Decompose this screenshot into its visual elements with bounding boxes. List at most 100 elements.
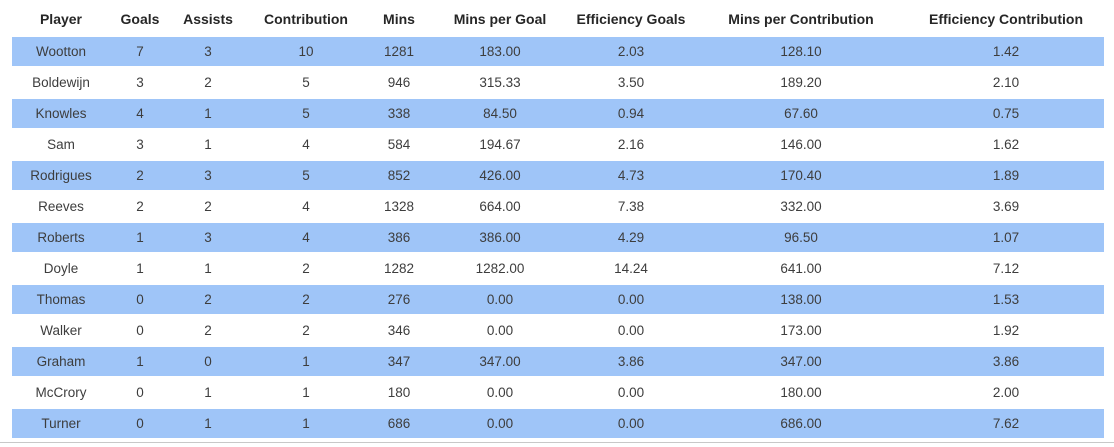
cell-contribution: 4 [246, 191, 366, 223]
cell-efficiency-goals: 0.00 [568, 315, 694, 347]
cell-player: Boldewijn [12, 67, 110, 99]
cell-assists: 1 [170, 98, 246, 130]
cell-mins-per-goal: 84.50 [432, 98, 568, 130]
table-row: Sam 3 1 4 584 194.67 2.16 146.00 1.62 [12, 129, 1104, 161]
table-row: Thomas 0 2 2 276 0.00 0.00 138.00 1.53 [12, 284, 1104, 316]
cell-contribution: 10 [246, 37, 366, 68]
cell-efficiency-contribution: 7.12 [908, 253, 1104, 285]
cell-efficiency-contribution: 1.53 [908, 284, 1104, 316]
cell-mins-per-contribution: 96.50 [694, 222, 908, 254]
cell-efficiency-contribution: 0.75 [908, 98, 1104, 130]
column-header-player: Player [12, 0, 110, 37]
cell-efficiency-contribution: 7.62 [908, 408, 1104, 440]
cell-mins-per-goal: 426.00 [432, 160, 568, 192]
cell-mins-per-contribution: 686.00 [694, 408, 908, 440]
cell-efficiency-goals: 4.29 [568, 222, 694, 254]
cell-mins-per-goal: 664.00 [432, 191, 568, 223]
cell-player: Wootton [12, 37, 110, 68]
column-header-mins-per-goal: Mins per Goal [432, 0, 568, 37]
cell-mins-per-goal: 0.00 [432, 377, 568, 409]
cell-assists: 2 [170, 315, 246, 347]
table-row: Knowles 4 1 5 338 84.50 0.94 67.60 0.75 [12, 98, 1104, 130]
cell-efficiency-goals: 0.94 [568, 98, 694, 130]
cell-contribution: 4 [246, 222, 366, 254]
cell-assists: 3 [170, 222, 246, 254]
cell-mins: 1281 [366, 37, 432, 68]
cell-player: Walker [12, 315, 110, 347]
table-row: Rodrigues 2 3 5 852 426.00 4.73 170.40 1.89 [12, 160, 1104, 192]
cell-goals: 0 [110, 284, 170, 316]
table-row: Turner 0 1 1 686 0.00 0.00 686.00 7.62 [12, 408, 1104, 440]
cell-mins: 180 [366, 377, 432, 409]
cell-efficiency-contribution: 3.86 [908, 346, 1104, 378]
table-row: Roberts 1 3 4 386 386.00 4.29 96.50 1.07 [12, 222, 1104, 254]
column-header-efficiency-contribution: Efficiency Contribution [908, 0, 1104, 37]
cell-goals: 3 [110, 67, 170, 99]
cell-assists: 1 [170, 129, 246, 161]
cell-efficiency-contribution: 1.42 [908, 37, 1104, 68]
cell-mins-per-contribution: 67.60 [694, 98, 908, 130]
cell-mins-per-contribution: 332.00 [694, 191, 908, 223]
cell-goals: 1 [110, 222, 170, 254]
table-row: McCrory 0 1 1 180 0.00 0.00 180.00 2.00 [12, 377, 1104, 409]
cell-goals: 3 [110, 129, 170, 161]
cell-player: Thomas [12, 284, 110, 316]
cell-contribution: 5 [246, 67, 366, 99]
column-header-mins: Mins [366, 0, 432, 37]
cell-assists: 1 [170, 377, 246, 409]
cell-efficiency-contribution: 3.69 [908, 191, 1104, 223]
cell-efficiency-goals: 7.38 [568, 191, 694, 223]
column-header-mins-per-contribution: Mins per Contribution [694, 0, 908, 37]
cell-goals: 4 [110, 98, 170, 130]
column-header-efficiency-goals: Efficiency Goals [568, 0, 694, 37]
cell-mins-per-contribution: 347.00 [694, 346, 908, 378]
cell-mins: 1282 [366, 253, 432, 285]
player-stats-table: Player Goals Assists Contribution Mins Mins p… [12, 0, 1104, 440]
cell-goals: 0 [110, 408, 170, 440]
cell-efficiency-goals: 0.00 [568, 284, 694, 316]
cell-assists: 2 [170, 191, 246, 223]
cell-assists: 3 [170, 160, 246, 192]
table-row: Graham 1 0 1 347 347.00 3.86 347.00 3.86 [12, 346, 1104, 378]
cell-contribution: 4 [246, 129, 366, 161]
cell-contribution: 1 [246, 377, 366, 409]
table-row: Wootton 7 3 10 1281 183.00 2.03 128.10 1.42 [12, 37, 1104, 68]
cell-contribution: 5 [246, 98, 366, 130]
cell-efficiency-goals: 2.03 [568, 37, 694, 68]
cell-mins: 276 [366, 284, 432, 316]
cell-contribution: 2 [246, 253, 366, 285]
cell-mins-per-goal: 194.67 [432, 129, 568, 161]
cell-player: Roberts [12, 222, 110, 254]
cell-goals: 0 [110, 377, 170, 409]
cell-efficiency-goals: 4.73 [568, 160, 694, 192]
cell-goals: 1 [110, 253, 170, 285]
cell-efficiency-contribution: 2.10 [908, 67, 1104, 99]
cell-efficiency-contribution: 1.92 [908, 315, 1104, 347]
cell-mins-per-goal: 315.33 [432, 67, 568, 99]
cell-mins: 1328 [366, 191, 432, 223]
table-row: Doyle 1 1 2 1282 1282.00 14.24 641.00 7.12 [12, 253, 1104, 285]
cell-goals: 1 [110, 346, 170, 378]
cell-assists: 1 [170, 408, 246, 440]
table-row: Walker 0 2 2 346 0.00 0.00 173.00 1.92 [12, 315, 1104, 347]
cell-mins: 584 [366, 129, 432, 161]
cell-mins-per-goal: 183.00 [432, 37, 568, 68]
cell-assists: 2 [170, 67, 246, 99]
table-row: Boldewijn 3 2 5 946 315.33 3.50 189.20 2.10 [12, 67, 1104, 99]
cell-player: Reeves [12, 191, 110, 223]
cell-goals: 2 [110, 160, 170, 192]
cell-player: McCrory [12, 377, 110, 409]
cell-player: Graham [12, 346, 110, 378]
column-header-assists: Assists [170, 0, 246, 37]
cell-mins: 946 [366, 67, 432, 99]
cell-efficiency-goals: 2.16 [568, 129, 694, 161]
cell-contribution: 5 [246, 160, 366, 192]
cell-contribution: 2 [246, 315, 366, 347]
cell-mins-per-contribution: 180.00 [694, 377, 908, 409]
cell-contribution: 1 [246, 408, 366, 440]
cell-assists: 3 [170, 37, 246, 68]
cell-player: Knowles [12, 98, 110, 130]
table-row: Reeves 2 2 4 1328 664.00 7.38 332.00 3.69 [12, 191, 1104, 223]
cell-mins: 347 [366, 346, 432, 378]
column-header-goals: Goals [110, 0, 170, 37]
